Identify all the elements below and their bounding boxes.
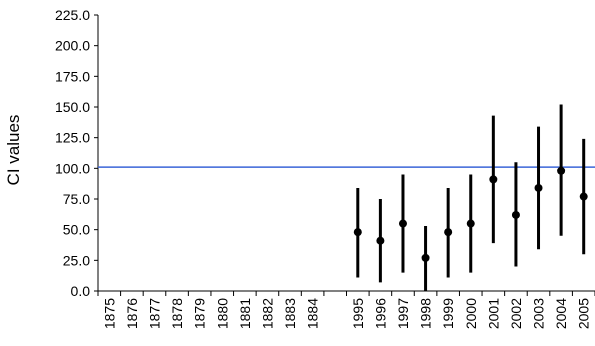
data-point <box>579 192 588 201</box>
x-tick-label: 1875 <box>101 298 117 329</box>
y-tick-label: 75.0 <box>63 191 90 207</box>
data-point <box>421 253 430 262</box>
x-tick-label: 1999 <box>440 298 456 329</box>
x-tick-label: 1883 <box>282 298 298 329</box>
y-tick-label: 100.0 <box>55 160 90 176</box>
y-tick-label: 25.0 <box>63 252 90 268</box>
x-tick-label: 2004 <box>553 298 569 329</box>
x-tick-label: 1878 <box>169 298 185 329</box>
x-tick-label: 1880 <box>214 298 230 329</box>
x-axis: 1875 1876 1877 1878 1879 1880 1881 1882 1883 1884… <box>97 290 595 329</box>
y-tick-label: 50.0 <box>63 222 90 238</box>
x-tick-label: 2003 <box>531 298 547 329</box>
x-tick-label: 1879 <box>192 298 208 329</box>
data-point <box>376 236 385 245</box>
x-tick-label: 1876 <box>124 298 140 329</box>
y-tick-label: 150.0 <box>55 99 90 115</box>
data-point <box>353 228 362 237</box>
x-tick-label: 2000 <box>463 298 479 329</box>
x-tick-label: 1996 <box>372 298 388 329</box>
data-point <box>534 183 543 192</box>
x-tick-label: 2001 <box>485 298 501 329</box>
data-point <box>489 175 498 184</box>
y-tick-label: 175.0 <box>55 68 90 84</box>
x-tick-label: 1995 <box>350 298 366 329</box>
x-tick-label: 1884 <box>305 298 321 329</box>
data-point <box>557 166 566 175</box>
y-axis-label: CI values <box>4 115 23 186</box>
x-tick-label: 1997 <box>395 298 411 329</box>
y-tick-label: 225.0 <box>55 7 90 23</box>
x-tick-label: 1998 <box>418 298 434 329</box>
x-tick-label: 2002 <box>508 298 524 329</box>
y-axis: 0.0 25.0 50.0 75.0 100.0 125.0 150.0 175.0 200.0… <box>55 7 99 299</box>
data-point <box>466 219 475 228</box>
x-tick-label: 1882 <box>259 298 275 329</box>
data-point <box>444 228 453 237</box>
y-tick-label: 0.0 <box>71 283 91 299</box>
data-layer <box>353 104 588 291</box>
y-tick-label: 200.0 <box>55 38 90 54</box>
data-point <box>398 219 407 228</box>
data-point <box>511 210 520 219</box>
x-tick-label: 2005 <box>576 298 592 329</box>
y-tick-label: 125.0 <box>55 130 90 146</box>
x-tick-label: 1877 <box>146 298 162 329</box>
x-tick-label: 1881 <box>237 298 253 329</box>
